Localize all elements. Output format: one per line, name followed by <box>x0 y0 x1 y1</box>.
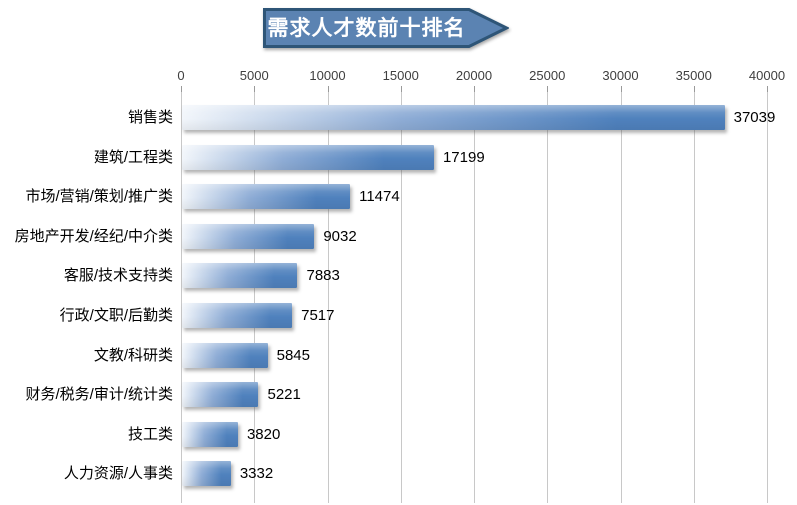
x-axis-tick-label: 0 <box>177 68 185 83</box>
gridline <box>327 92 329 503</box>
x-axis-tick-mark <box>620 86 622 93</box>
bar <box>182 382 259 408</box>
bar <box>182 303 293 328</box>
x-axis-tick-mark <box>767 86 768 93</box>
gridline <box>400 92 402 503</box>
category-label: 市场/营销/策划/推广类 <box>25 188 173 206</box>
value-label: 7517 <box>301 307 335 324</box>
x-axis-tick-mark <box>400 86 402 93</box>
x-axis-tick-label: 40000 <box>748 68 786 83</box>
category-label: 建筑/工程类 <box>93 148 173 166</box>
x-axis-tick-label: 25000 <box>529 68 566 83</box>
bar <box>182 184 351 210</box>
category-label: 财务/税务/审计/统计类 <box>25 386 173 404</box>
x-axis-tick-mark <box>254 86 256 93</box>
category-label: 技工类 <box>127 425 173 443</box>
gridline <box>767 92 768 503</box>
gridline <box>254 92 256 503</box>
category-label: 房地产开发/经纪/中介类 <box>14 227 173 245</box>
value-label: 3332 <box>239 465 274 483</box>
value-label: 37039 <box>733 109 776 126</box>
category-label: 行政/文职/后勤类 <box>59 307 173 324</box>
x-axis-tick-label: 10000 <box>309 68 346 83</box>
category-label: 销售类 <box>127 109 173 126</box>
gridline <box>693 92 695 503</box>
value-label: 5221 <box>267 386 301 404</box>
x-axis-tick-mark <box>474 86 475 93</box>
banner-arrow-shape <box>263 8 509 48</box>
x-axis-tick-label: 5000 <box>239 68 269 83</box>
x-axis-tick-mark <box>693 86 695 93</box>
value-label: 3820 <box>246 425 281 443</box>
category-label: 文教/科研类 <box>93 346 173 364</box>
x-axis-tick-label: 20000 <box>455 68 493 83</box>
value-label: 11474 <box>359 188 400 206</box>
x-axis-tick-mark <box>547 86 549 93</box>
x-axis-tick-label: 30000 <box>602 68 639 83</box>
x-axis-tick-label: 35000 <box>675 68 712 83</box>
value-label: 7883 <box>306 267 340 285</box>
x-axis-tick-mark <box>181 86 182 93</box>
bar <box>182 263 298 289</box>
gridline <box>547 92 549 503</box>
gridline <box>620 92 622 503</box>
x-axis-tick-label: 15000 <box>382 68 419 83</box>
category-label: 客服/技术支持类 <box>63 267 173 285</box>
value-label: 5845 <box>276 346 310 364</box>
x-axis-tick-mark <box>327 86 329 93</box>
bar <box>182 105 725 130</box>
gridline <box>181 92 182 503</box>
chart-title: 需求人才数前十排名 <box>267 16 466 40</box>
bar <box>182 461 231 487</box>
gridline <box>474 92 475 503</box>
value-label: 17199 <box>442 148 485 166</box>
chart-title-banner: 需求人才数前十排名 <box>263 8 509 48</box>
bar <box>182 342 268 368</box>
value-label: 9032 <box>323 227 357 245</box>
bar <box>182 144 434 170</box>
bar <box>182 223 315 249</box>
bar <box>182 421 238 447</box>
category-label: 人力资源/人事类 <box>63 465 173 483</box>
